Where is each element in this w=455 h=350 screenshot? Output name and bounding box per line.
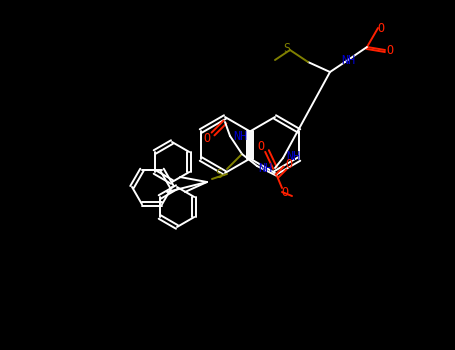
- Text: O: O: [285, 158, 293, 170]
- Text: NH: NH: [286, 149, 300, 162]
- Text: NH: NH: [341, 54, 355, 66]
- Text: O: O: [203, 132, 211, 145]
- Text: O: O: [386, 43, 394, 56]
- Text: S: S: [215, 168, 222, 181]
- Text: NH: NH: [258, 161, 272, 175]
- Text: O: O: [258, 140, 264, 153]
- Text: NH: NH: [233, 130, 247, 142]
- Text: S: S: [283, 42, 291, 55]
- Text: O: O: [378, 21, 384, 35]
- Text: O: O: [282, 186, 288, 198]
